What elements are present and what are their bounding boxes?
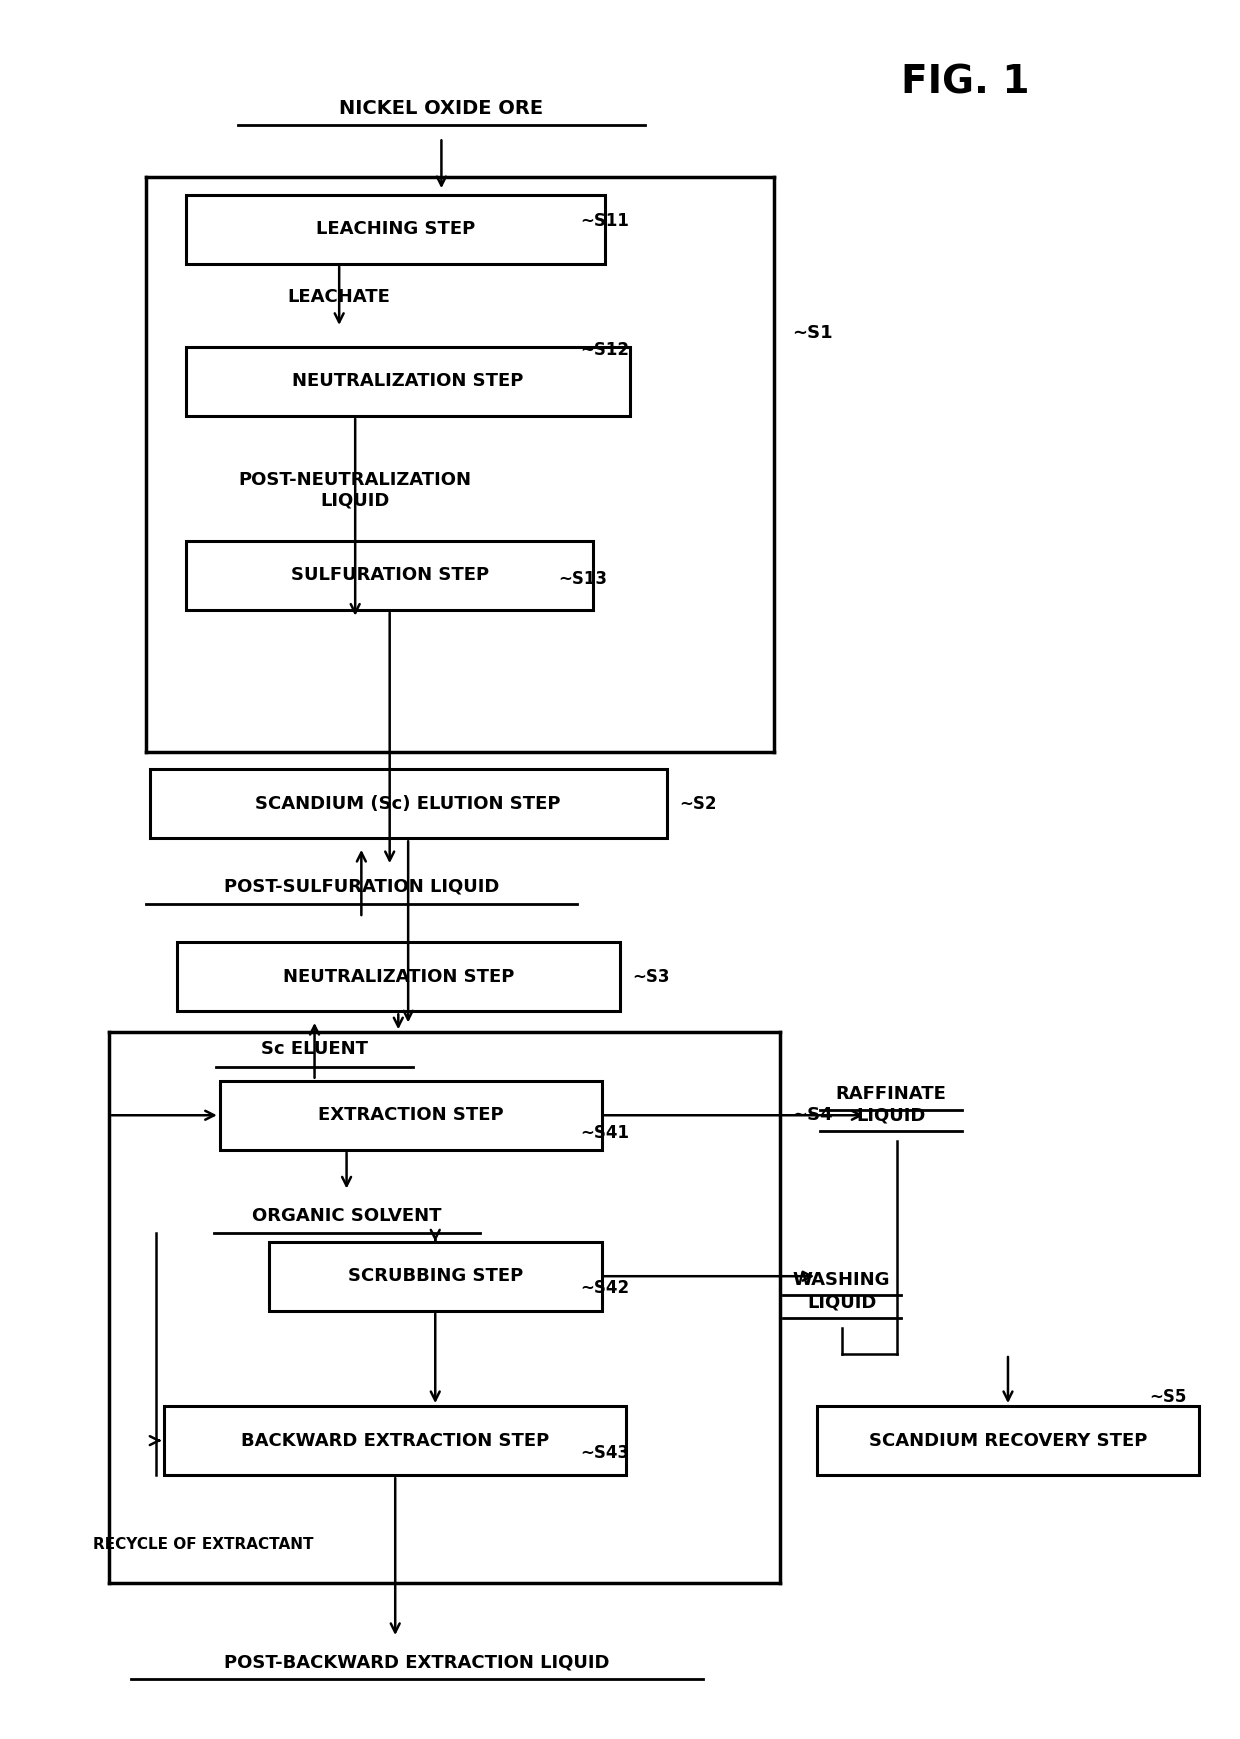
Text: NICKEL OXIDE ORE: NICKEL OXIDE ORE [340,99,543,118]
Bar [164,1407,626,1475]
Text: ∼S12: ∼S12 [580,341,630,360]
Text: ∼S13: ∼S13 [558,570,608,588]
Bar [817,1407,1199,1475]
Text: SCANDIUM RECOVERY STEP: SCANDIUM RECOVERY STEP [869,1431,1147,1450]
Text: LIQUID: LIQUID [857,1106,925,1123]
Text: ∼S43: ∼S43 [580,1443,630,1462]
Text: LEACHATE: LEACHATE [288,287,391,306]
Bar [176,943,620,1012]
Text: POST-SULFURATION LIQUID: POST-SULFURATION LIQUID [223,878,498,896]
Text: RAFFINATE: RAFFINATE [836,1085,946,1104]
Text: ORGANIC SOLVENT: ORGANIC SOLVENT [252,1207,441,1224]
Text: RECYCLE OF EXTRACTANT: RECYCLE OF EXTRACTANT [93,1537,314,1551]
Text: LIQUID: LIQUID [807,1294,877,1311]
Text: BACKWARD EXTRACTION STEP: BACKWARD EXTRACTION STEP [241,1431,549,1450]
Text: NEUTRALIZATION STEP: NEUTRALIZATION STEP [293,372,523,391]
Text: EXTRACTION STEP: EXTRACTION STEP [317,1106,503,1123]
Text: SULFURATION STEP: SULFURATION STEP [290,567,489,584]
Text: ∼S2: ∼S2 [680,795,717,812]
Text: POST-BACKWARD EXTRACTION LIQUID: POST-BACKWARD EXTRACTION LIQUID [224,1654,610,1671]
Text: ∼S5: ∼S5 [1149,1388,1187,1407]
Bar [269,1242,601,1311]
Text: ∼S41: ∼S41 [580,1123,630,1141]
Text: SCANDIUM (Sc) ELUTION STEP: SCANDIUM (Sc) ELUTION STEP [255,795,560,812]
Text: POST-NEUTRALIZATION: POST-NEUTRALIZATION [238,471,471,489]
Text: LIQUID: LIQUID [320,492,389,510]
Text: FIG. 1: FIG. 1 [900,63,1029,101]
Bar [186,346,630,416]
Text: ∼S3: ∼S3 [632,969,670,986]
Text: NEUTRALIZATION STEP: NEUTRALIZATION STEP [283,969,515,986]
Bar [186,541,593,610]
Text: SCRUBBING STEP: SCRUBBING STEP [347,1268,523,1285]
Text: Sc ELUENT: Sc ELUENT [262,1040,368,1059]
Bar [150,769,667,838]
Text: ∼S4: ∼S4 [792,1106,833,1123]
Text: ∼S11: ∼S11 [580,212,630,230]
Bar [186,195,605,264]
Text: ∼S1: ∼S1 [792,323,833,343]
Text: WASHING: WASHING [792,1271,890,1289]
Text: LEACHING STEP: LEACHING STEP [316,221,475,238]
Text: ∼S42: ∼S42 [580,1280,630,1297]
Bar [219,1080,601,1149]
